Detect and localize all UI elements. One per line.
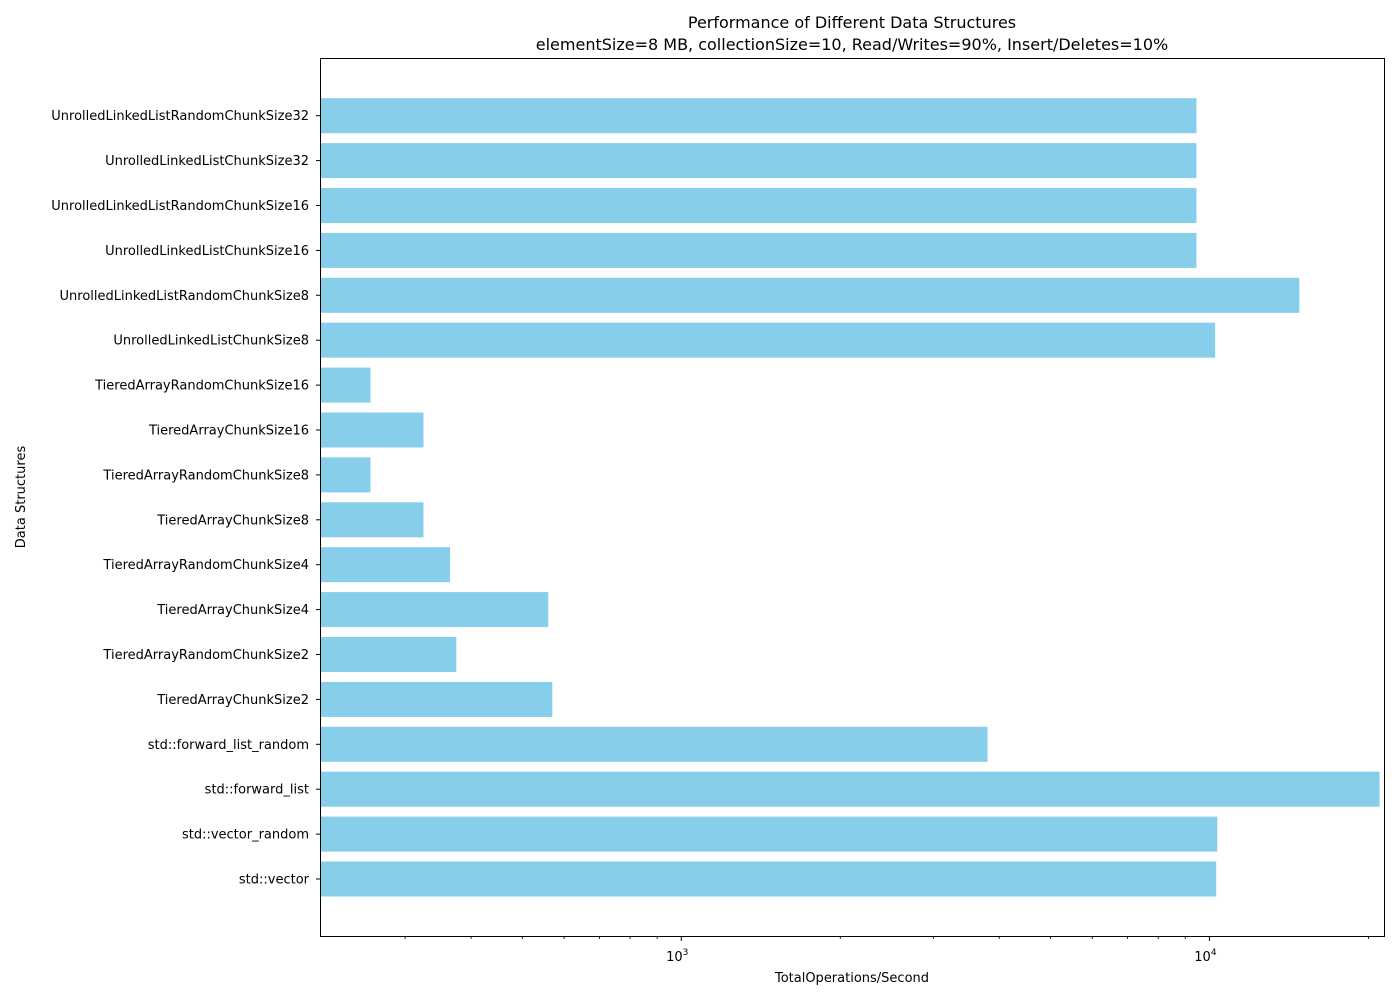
y-tick-label-7: TieredArrayRandomChunkSize4 xyxy=(102,558,309,573)
y-tick-label-0: std::vector xyxy=(239,873,310,888)
bar-2 xyxy=(320,771,1380,807)
bar-4 xyxy=(320,681,553,717)
y-axis-label: Data Structures xyxy=(14,446,29,549)
y-tick-label-5: TieredArrayRandomChunkSize2 xyxy=(102,648,309,663)
bar-12 xyxy=(320,322,1216,358)
y-tick-label-2: std::forward_list xyxy=(205,783,309,798)
y-tick-label-13: UnrolledLinkedListRandomChunkSize8 xyxy=(60,289,309,304)
bar-6 xyxy=(320,592,549,628)
x-axis-label: TotalOperations/Second xyxy=(774,971,929,986)
bar-5 xyxy=(320,637,457,672)
bar-11 xyxy=(320,367,371,403)
bars-layer xyxy=(320,98,1380,897)
y-tick-label-15: UnrolledLinkedListRandomChunkSize16 xyxy=(51,199,309,214)
bar-7 xyxy=(320,547,451,583)
bar-17 xyxy=(320,98,1197,134)
plot-frame xyxy=(320,58,1385,937)
y-tick-label-16: UnrolledLinkedListChunkSize32 xyxy=(105,154,309,169)
y-tick-label-14: UnrolledLinkedListChunkSize16 xyxy=(105,244,309,259)
y-tick-label-12: UnrolledLinkedListChunkSize8 xyxy=(113,334,309,349)
y-tick-label-8: TieredArrayChunkSize8 xyxy=(156,513,309,528)
bar-16 xyxy=(320,143,1197,179)
y-tick-label-3: std::forward_list_random xyxy=(148,738,309,753)
bar-15 xyxy=(320,188,1197,223)
x-tick-label-0: 103 xyxy=(666,948,688,965)
y-tick-label-11: TieredArrayRandomChunkSize16 xyxy=(94,379,309,394)
y-tick-label-17: UnrolledLinkedListRandomChunkSize32 xyxy=(51,109,309,124)
bar-8 xyxy=(320,502,424,538)
bar-1 xyxy=(320,816,1218,852)
bar-9 xyxy=(320,457,371,493)
bar-10 xyxy=(320,412,424,448)
y-tick-label-6: TieredArrayChunkSize4 xyxy=(156,603,309,618)
chart-subtitle: elementSize=8 MB, collectionSize=10, Rea… xyxy=(536,35,1168,54)
y-tick-label-4: TieredArrayChunkSize2 xyxy=(156,693,309,708)
bar-0 xyxy=(320,861,1217,897)
bar-14 xyxy=(320,232,1197,268)
y-tick-label-9: TieredArrayRandomChunkSize8 xyxy=(102,468,309,483)
bar-3 xyxy=(320,726,988,762)
chart-title: Performance of Different Data Structures xyxy=(688,13,1016,32)
y-tick-label-10: TieredArrayChunkSize16 xyxy=(148,424,309,439)
x-axis-ticks: 103 104 xyxy=(404,936,1369,965)
y-tick-label-1: std::vector_random xyxy=(182,828,309,843)
y-axis-ticks: std::vector std::vector_random std::forwar… xyxy=(51,109,320,888)
x-tick-label-1: 104 xyxy=(1194,948,1217,965)
bar-13 xyxy=(320,277,1300,313)
